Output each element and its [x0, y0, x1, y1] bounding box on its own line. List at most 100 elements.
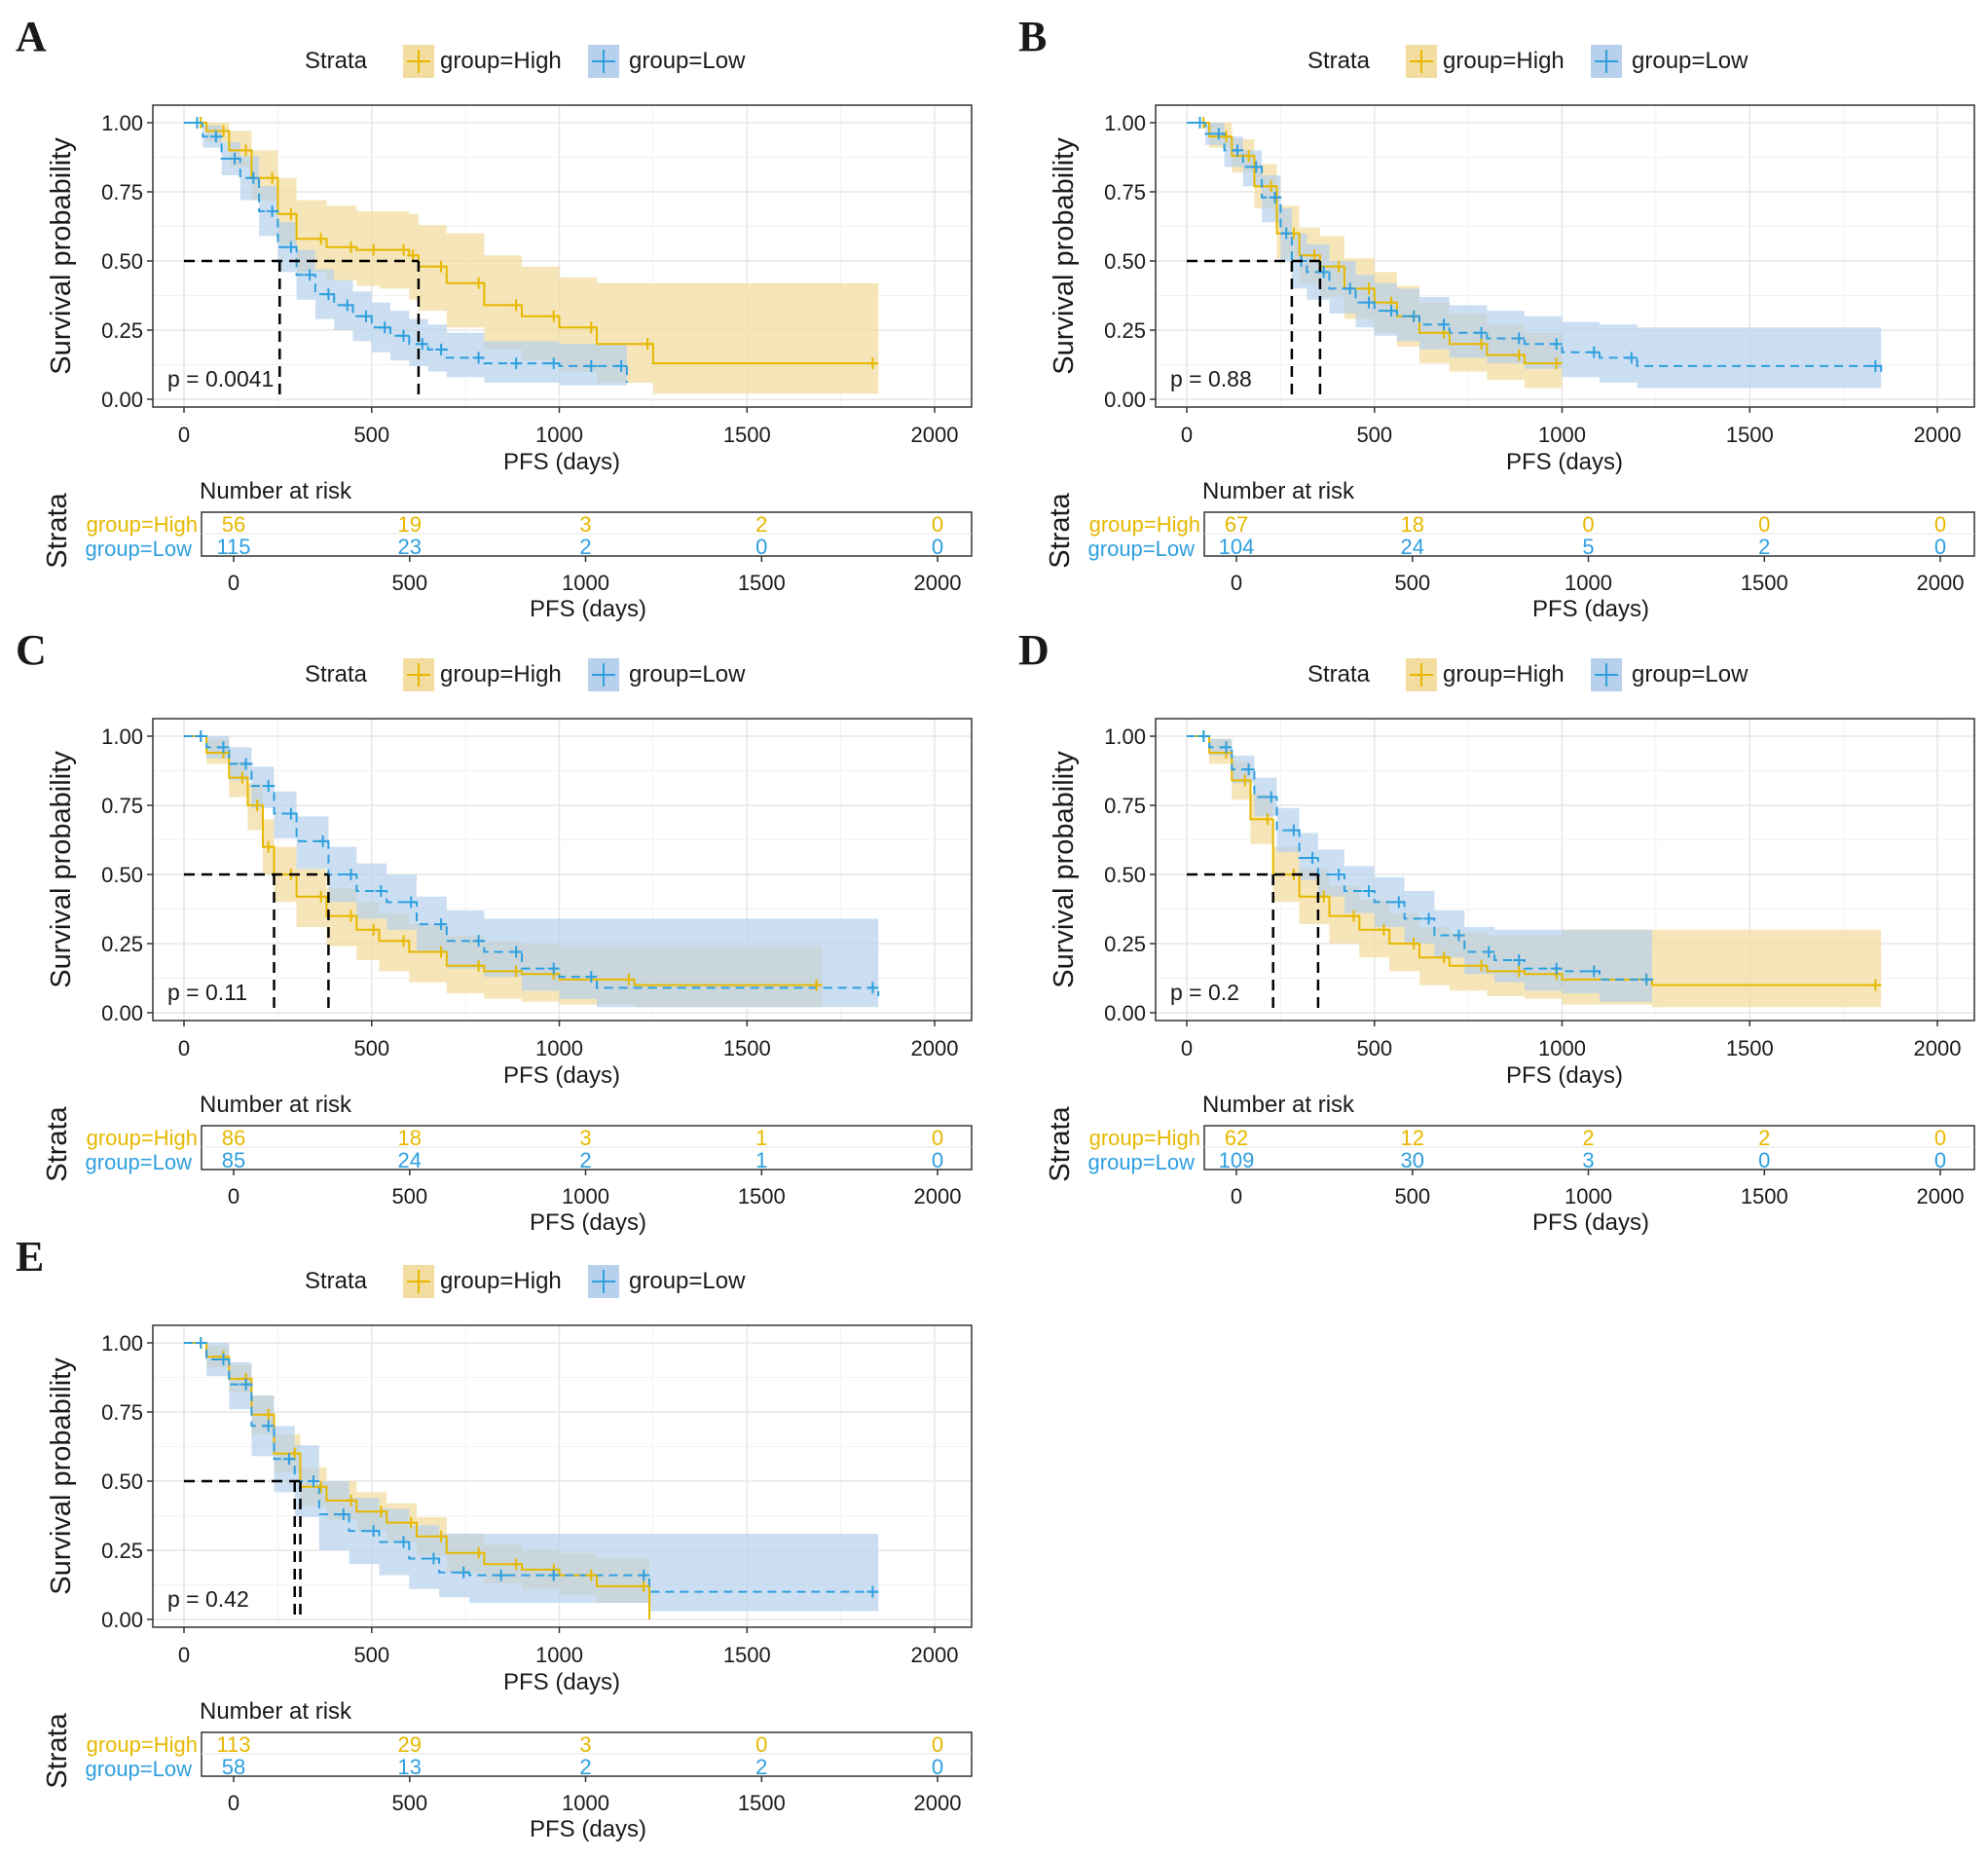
legend: Strata group=High group=Low [305, 658, 746, 691]
censor-mark-low [1453, 929, 1465, 942]
p-value: p = 0.0041 [167, 366, 274, 391]
risk-count-low: 30 [1401, 1148, 1424, 1172]
x-tick-label: 1500 [723, 1643, 771, 1667]
y-tick-label: 0.25 [1104, 318, 1146, 343]
censor-mark-high [397, 935, 410, 948]
risk-count-high: 3 [579, 1126, 591, 1150]
legend-high-label: group=High [1443, 48, 1565, 74]
y-axis-title: Survival probability [1049, 751, 1080, 988]
legend-high-label: group=High [1443, 661, 1565, 687]
censor-mark-high [345, 241, 357, 253]
x-tick-label: 1500 [723, 423, 771, 447]
survival-curve-low [184, 122, 628, 383]
x-tick-label: 0 [1181, 423, 1193, 447]
censor-mark-low [1475, 326, 1488, 339]
censor-mark-low [458, 1566, 470, 1579]
censor-mark-high [239, 144, 252, 157]
censor-mark-low [217, 741, 230, 754]
risk-count-high: 0 [755, 1732, 767, 1757]
risk-count-high: 2 [755, 512, 767, 537]
risk-count-high: 113 [216, 1732, 250, 1757]
risk-row-label-low: group=Low [1088, 1150, 1196, 1174]
censor-mark-high [1513, 349, 1526, 361]
censor-mark-low [229, 152, 240, 165]
censor-mark-high [345, 910, 357, 922]
panel-letter: C [16, 626, 47, 674]
censor-mark-low [247, 171, 260, 184]
risk-x-tick-label: 1000 [1565, 571, 1612, 595]
censor-mark-high [1238, 774, 1251, 787]
p-value: p = 0.2 [1170, 980, 1239, 1005]
censor-mark-high [262, 1408, 275, 1421]
censor-mark-high [435, 1530, 448, 1542]
censor-mark-high [345, 1494, 357, 1506]
risk-count-high: 0 [1934, 512, 1946, 537]
legend-low-label: group=Low [1632, 48, 1749, 74]
y-tick-label: 0.75 [1104, 794, 1146, 818]
plot-border [152, 718, 973, 1022]
censor-mark-low [1363, 296, 1375, 309]
risk-count-high: 56 [222, 512, 245, 537]
censor-mark-high [1408, 938, 1420, 949]
y-tick-label: 1.00 [101, 111, 143, 135]
risk-x-tick-label: 1500 [738, 1184, 786, 1208]
censor-mark-high [1438, 951, 1451, 964]
censor-mark-high [262, 840, 275, 853]
x-tick-label: 1500 [1726, 423, 1774, 447]
legend-high-line [1410, 663, 1433, 687]
censor-mark-low [1513, 954, 1526, 966]
censor-mark-low [416, 338, 428, 351]
risk-count-high: 0 [1758, 512, 1770, 537]
x-tick-label: 500 [353, 423, 389, 447]
censor-mark-low [262, 780, 275, 793]
x-tick-label: 1000 [1538, 1036, 1586, 1060]
risk-count-high: 18 [1401, 512, 1424, 537]
risk-table-title: Number at risk [200, 1092, 352, 1118]
y-tick-label: 0.75 [101, 794, 143, 818]
risk-count-high: 2 [1758, 1126, 1770, 1150]
censor-mark-low [472, 935, 485, 948]
survival-curve-high [184, 735, 823, 986]
risk-x-axis-title: PFS (days) [530, 596, 646, 622]
censor-mark-low [191, 117, 203, 129]
censor-mark-low [495, 1569, 507, 1581]
risk-x-tick-label: 2000 [914, 1184, 962, 1208]
x-tick-label: 2000 [1914, 1036, 1962, 1060]
censor-mark-low [1550, 962, 1563, 975]
risk-row-label-high: group=High [1089, 512, 1200, 537]
censor-mark-low [1307, 852, 1319, 864]
censor-mark-low [322, 288, 335, 301]
censor-mark-high [472, 1546, 485, 1559]
censor-mark-low [547, 962, 560, 975]
censor-mark-high [547, 310, 560, 322]
censor-mark-low [397, 1536, 410, 1548]
risk-x-tick-label: 1500 [1741, 1184, 1788, 1208]
censor-mark-low [1265, 791, 1277, 803]
censor-mark-high [1308, 249, 1321, 262]
y-tick-label: 0.75 [1104, 180, 1146, 204]
censor-mark-high [288, 1447, 301, 1460]
legend-high-line [407, 663, 430, 687]
risk-count-high: 3 [579, 1732, 591, 1757]
censor-mark-low [308, 1475, 319, 1487]
censor-mark-low [209, 130, 222, 143]
risk-x-tick-label: 0 [1231, 1184, 1242, 1208]
legend-low-label: group=Low [629, 661, 746, 687]
km-plot: p = 0.2 0.00 0.25 0.50 0.75 1.00 0 500 1000 1500 2… [1049, 718, 1975, 1089]
censor-mark-low [337, 1508, 350, 1521]
risk-count-high: 0 [932, 512, 943, 537]
risk-x-tick-label: 2000 [1917, 571, 1965, 595]
censor-mark-low [1438, 318, 1451, 331]
censor-mark-low [1408, 310, 1420, 322]
risk-row-label-low: group=Low [86, 537, 193, 561]
censor-mark-low [435, 918, 448, 931]
censor-mark-high [510, 1558, 523, 1571]
risk-x-tick-label: 1000 [1565, 1184, 1612, 1208]
y-tick-label: 0.00 [1104, 388, 1146, 412]
censor-mark-low [341, 299, 353, 312]
y-tick-label: 0.00 [101, 1608, 143, 1632]
risk-count-low: 109 [1219, 1148, 1255, 1172]
risk-count-high: 0 [932, 1732, 943, 1757]
legend-low-label: group=Low [1632, 661, 1749, 687]
